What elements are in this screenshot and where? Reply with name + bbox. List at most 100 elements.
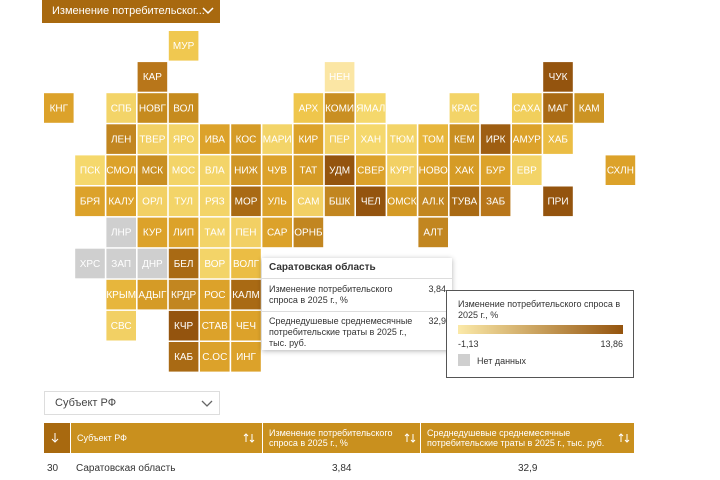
region-tile[interactable] — [324, 93, 355, 123]
region-tile[interactable] — [200, 248, 230, 279]
region-tile[interactable] — [75, 186, 105, 217]
sort-icon — [404, 433, 416, 443]
region-tile[interactable] — [324, 155, 355, 185]
region-tile[interactable] — [168, 31, 199, 61]
region-tile[interactable] — [200, 310, 230, 341]
region-tile[interactable] — [387, 124, 417, 154]
region-tile[interactable] — [449, 155, 480, 185]
region-tile[interactable] — [168, 279, 199, 310]
region-label: ОРЛ — [142, 197, 162, 208]
region-tile[interactable] — [106, 279, 136, 310]
region-filter[interactable]: Субъект РФ — [44, 391, 220, 415]
region-tile[interactable] — [137, 217, 168, 248]
region-tile[interactable] — [543, 93, 573, 123]
region-tile[interactable] — [262, 186, 292, 217]
region-tile[interactable] — [75, 248, 105, 279]
region-tile[interactable] — [200, 342, 230, 372]
region-tile[interactable] — [324, 124, 355, 154]
region-tile[interactable] — [168, 217, 199, 248]
region-tile[interactable] — [106, 310, 136, 341]
region-tile[interactable] — [387, 186, 417, 217]
indicator-dropdown[interactable]: Изменение потребительског... — [42, 0, 220, 23]
region-tile[interactable] — [480, 124, 511, 154]
region-tile[interactable] — [106, 93, 136, 123]
region-label: ТУВА — [452, 197, 478, 208]
region-tile[interactable] — [324, 186, 355, 217]
region-tile[interactable] — [168, 248, 199, 279]
region-tile[interactable] — [231, 186, 261, 217]
region-tile[interactable] — [137, 279, 168, 310]
region-tile[interactable] — [137, 186, 168, 217]
region-tile[interactable] — [137, 93, 168, 123]
region-tile[interactable] — [44, 93, 74, 123]
region-tile[interactable] — [293, 217, 324, 248]
region-tile[interactable] — [574, 93, 604, 123]
region-tile[interactable] — [137, 62, 168, 92]
region-tile[interactable] — [356, 124, 386, 154]
region-tile[interactable] — [200, 124, 230, 154]
region-tile[interactable] — [480, 186, 511, 217]
region-tile[interactable] — [543, 124, 573, 154]
region-tile[interactable] — [106, 155, 136, 185]
region-tile[interactable] — [75, 155, 105, 185]
region-tile[interactable] — [106, 217, 136, 248]
region-tile[interactable] — [324, 62, 355, 92]
region-tile[interactable] — [231, 310, 261, 341]
region-tile[interactable] — [231, 124, 261, 154]
region-tile[interactable] — [262, 155, 292, 185]
region-tile[interactable] — [293, 155, 324, 185]
region-tile[interactable] — [168, 310, 199, 341]
region-tile[interactable] — [293, 186, 324, 217]
region-tile[interactable] — [106, 248, 136, 279]
region-tile[interactable] — [418, 186, 448, 217]
header-cell[interactable]: Среднедушевые среднемесячные потребитель… — [420, 423, 634, 453]
region-tile[interactable] — [231, 279, 261, 310]
region-tile[interactable] — [449, 124, 480, 154]
region-tile[interactable] — [418, 124, 448, 154]
region-tile[interactable] — [137, 124, 168, 154]
region-tile[interactable] — [418, 155, 448, 185]
region-tile[interactable] — [605, 155, 636, 185]
region-label: ЯРО — [173, 134, 195, 145]
region-tile[interactable] — [293, 93, 324, 123]
region-tile[interactable] — [200, 279, 230, 310]
region-tile[interactable] — [449, 186, 480, 217]
region-tile[interactable] — [168, 342, 199, 372]
sort-column[interactable] — [44, 423, 70, 453]
region-label: АРХ — [299, 103, 319, 114]
region-label: НЕН — [329, 72, 350, 83]
region-tile[interactable] — [168, 186, 199, 217]
region-tile[interactable] — [262, 124, 292, 154]
region-tile[interactable] — [231, 217, 261, 248]
region-tile[interactable] — [543, 186, 573, 217]
region-tile[interactable] — [449, 93, 480, 123]
region-tile[interactable] — [262, 217, 292, 248]
region-tile[interactable] — [293, 124, 324, 154]
region-tile[interactable] — [200, 155, 230, 185]
region-tile[interactable] — [512, 93, 542, 123]
header-cell[interactable]: Субъект РФ — [70, 423, 262, 453]
region-tile[interactable] — [356, 93, 386, 123]
region-tile[interactable] — [356, 186, 386, 217]
region-tile[interactable] — [200, 217, 230, 248]
region-tile[interactable] — [168, 93, 199, 123]
region-tile[interactable] — [231, 342, 261, 372]
region-tile[interactable] — [200, 186, 230, 217]
region-tile[interactable] — [106, 124, 136, 154]
region-tile[interactable] — [512, 155, 542, 185]
region-tile[interactable] — [231, 248, 261, 279]
region-tile[interactable] — [512, 124, 542, 154]
header-cell[interactable]: Изменение потребительского спроса в 2025… — [262, 423, 420, 453]
region-tile[interactable] — [231, 155, 261, 185]
region-tile[interactable] — [168, 155, 199, 185]
region-tile[interactable] — [356, 155, 386, 185]
region-label: МУР — [173, 41, 195, 52]
region-tile[interactable] — [137, 155, 168, 185]
region-tile[interactable] — [543, 62, 573, 92]
region-tile[interactable] — [418, 217, 448, 248]
region-tile[interactable] — [387, 155, 417, 185]
region-tile[interactable] — [168, 124, 199, 154]
region-tile[interactable] — [106, 186, 136, 217]
region-tile[interactable] — [137, 248, 168, 279]
region-tile[interactable] — [480, 155, 511, 185]
